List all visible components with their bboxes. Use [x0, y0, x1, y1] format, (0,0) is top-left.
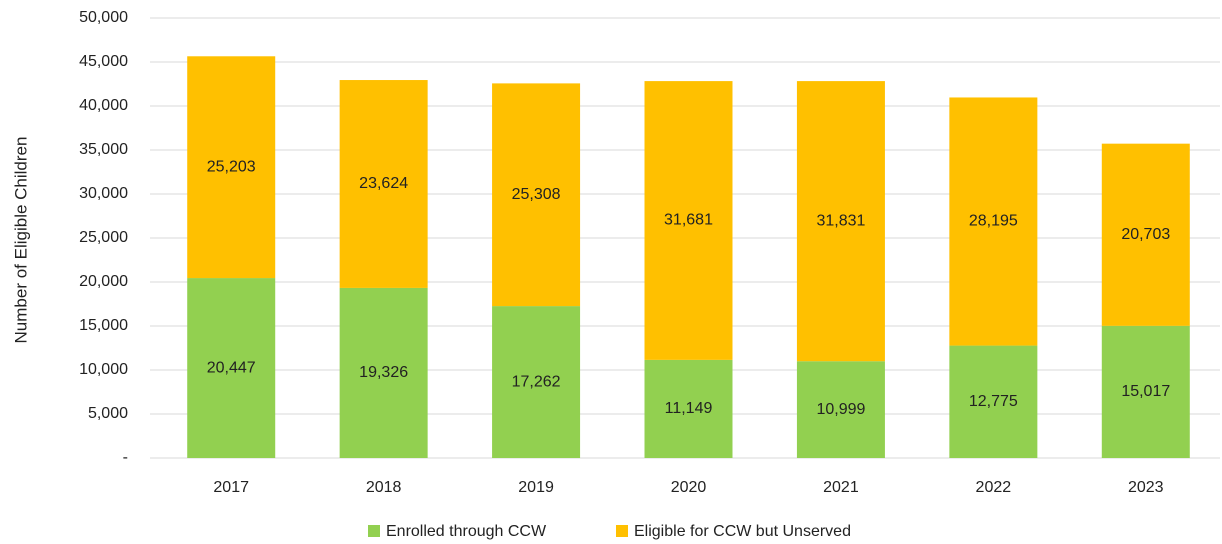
x-tick-label: 2018 — [366, 479, 402, 496]
data-label: 19,326 — [359, 364, 408, 381]
data-label: 31,831 — [816, 212, 865, 229]
data-label: 12,775 — [969, 393, 1018, 410]
y-tick-label: 40,000 — [79, 97, 128, 114]
bar-segment — [1101, 325, 1190, 458]
y-tick-label: 5,000 — [88, 405, 128, 422]
data-label: 11,149 — [665, 400, 713, 417]
data-label: 23,624 — [359, 175, 408, 192]
data-label: 31,681 — [664, 212, 713, 229]
x-tick-label: 2023 — [1128, 479, 1164, 496]
bar-segment — [949, 345, 1038, 458]
bar-segment — [644, 359, 733, 458]
data-label: 20,703 — [1121, 226, 1170, 243]
x-tick-label: 2021 — [823, 479, 859, 496]
data-label: 20,447 — [207, 359, 256, 376]
y-tick-label: 20,000 — [79, 273, 128, 290]
legend-swatch — [616, 525, 628, 537]
bar-segment — [339, 80, 428, 288]
legend-label: Enrolled through CCW — [386, 523, 547, 540]
x-tick-label: 2022 — [976, 479, 1012, 496]
data-label: 25,203 — [207, 158, 256, 175]
y-tick-label: 30,000 — [79, 185, 128, 202]
legend-swatch — [368, 525, 380, 537]
y-axis-title: Number of Eligible Children — [11, 137, 30, 344]
bar-segment — [796, 81, 885, 362]
y-tick-label: 25,000 — [79, 229, 128, 246]
bar-segment — [1101, 143, 1190, 326]
y-tick-label: 45,000 — [79, 53, 128, 70]
y-tick-label: - — [123, 449, 128, 466]
y-tick-label: 15,000 — [79, 317, 128, 334]
data-label: 10,999 — [816, 401, 865, 418]
y-tick-label: 10,000 — [79, 361, 128, 378]
bar-segment — [187, 56, 276, 279]
bar-segment — [187, 278, 276, 458]
data-label: 25,308 — [512, 186, 561, 203]
bar-segment — [796, 361, 885, 458]
y-tick-label: 50,000 — [79, 9, 128, 26]
bar-segment — [949, 97, 1038, 346]
x-tick-label: 2019 — [518, 479, 554, 496]
x-tick-label: 2017 — [213, 479, 249, 496]
y-tick-label: 35,000 — [79, 141, 128, 158]
data-label: 15,017 — [1121, 383, 1170, 400]
x-tick-label: 2020 — [671, 479, 707, 496]
data-label: 28,195 — [969, 213, 1018, 230]
bar-segment — [339, 287, 428, 458]
data-label: 17,262 — [512, 373, 561, 390]
bar-segment — [492, 306, 581, 458]
bar-segment — [492, 83, 581, 307]
bar-segment — [644, 81, 733, 360]
legend-label: Eligible for CCW but Unserved — [634, 523, 851, 540]
